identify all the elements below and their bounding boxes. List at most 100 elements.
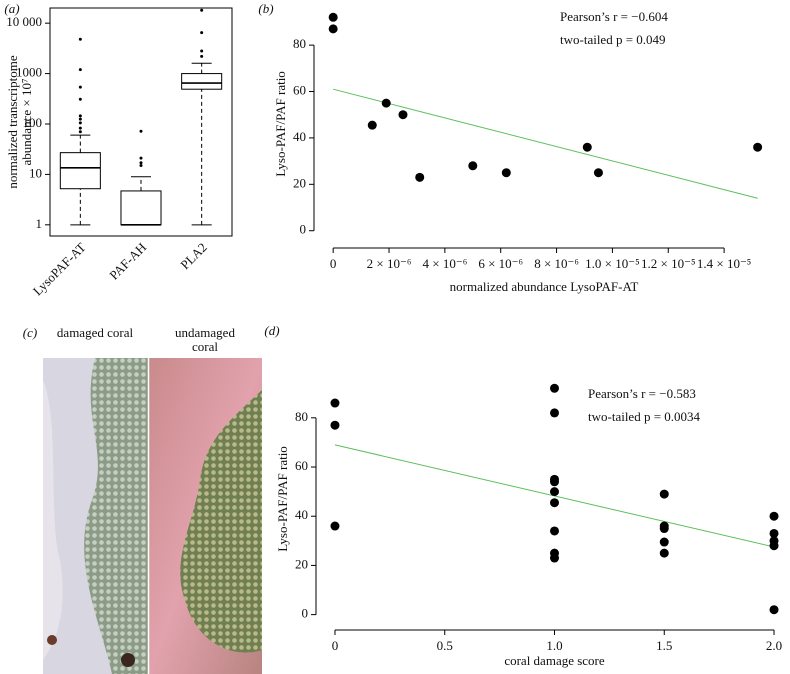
outlier (78, 85, 82, 89)
photo-caption-right: undamaged coral (175, 325, 235, 354)
outlier (139, 164, 143, 168)
outlier (78, 126, 82, 130)
coral-photo (43, 358, 262, 674)
x-tick-label: 1.2 × 10⁻⁵ (641, 256, 695, 271)
y-tick-label: 60 (295, 458, 308, 473)
y-tick-label: 60 (293, 83, 306, 98)
box (181, 73, 223, 90)
outlier (78, 97, 82, 101)
outlier (139, 161, 143, 165)
outlier (78, 130, 82, 134)
y-tick-label: 100 (23, 115, 43, 130)
point (550, 487, 559, 497)
point (582, 142, 592, 152)
box (59, 152, 101, 190)
point (550, 553, 559, 563)
y-tick-label: 80 (293, 36, 306, 51)
outlier (78, 117, 82, 121)
y-axis-label: Lyso-PAF/PAF ratio (273, 71, 288, 177)
x-tick-label: 2 × 10⁻⁶ (367, 256, 412, 271)
point (659, 524, 669, 534)
x-axis-label: coral damage score (504, 653, 605, 668)
panel-label: (a) (4, 1, 19, 16)
x-tick-label: 1.5 (656, 638, 672, 653)
outlier (200, 54, 204, 58)
point (659, 537, 669, 547)
y-tick-label: 40 (293, 129, 306, 144)
y-tick-label: 20 (295, 556, 308, 571)
outlier (200, 8, 204, 12)
y-axis-label: Lyso-PAF/PAF ratio (275, 446, 290, 552)
fit-line (333, 88, 758, 199)
outlier (200, 31, 204, 35)
x-tick-label: 1.0 × 10⁻⁵ (585, 256, 639, 271)
point (550, 408, 559, 418)
x-tick-label: 6 × 10⁻⁶ (478, 256, 523, 271)
x-tick-label: 8 × 10⁻⁶ (534, 256, 579, 271)
point (769, 528, 779, 538)
outlier (78, 68, 82, 72)
outlier (139, 129, 143, 133)
y-tick-label: 20 (293, 175, 306, 190)
outlier (78, 121, 82, 125)
point (769, 511, 779, 521)
y-tick-label: 0 (302, 606, 309, 621)
outlier (78, 37, 82, 41)
y-tick-label: 1 (36, 216, 43, 231)
point (328, 12, 338, 22)
point (415, 172, 425, 182)
point (659, 548, 669, 558)
outlier (200, 49, 204, 53)
point (659, 489, 669, 499)
panel-label: (d) (264, 323, 279, 338)
annotation: Pearson’s r = −0.604 (560, 9, 668, 24)
x-tick-label: PAF-AH (106, 240, 149, 283)
annotation: two-tailed p = 0.049 (560, 32, 666, 47)
photo-caption-left: damaged coral (56, 325, 134, 340)
point (398, 110, 408, 120)
x-tick-label: 1.0 (546, 638, 562, 653)
annotation: two-tailed p = 0.0034 (588, 409, 701, 424)
point (501, 168, 511, 178)
y-tick-label: 40 (295, 507, 308, 522)
y-tick-label: 1000 (16, 65, 42, 80)
box (120, 190, 162, 226)
point (468, 161, 478, 171)
point (550, 526, 559, 536)
outlier (139, 156, 143, 160)
point (328, 24, 338, 34)
x-tick-label: PLA2 (177, 240, 210, 273)
x-tick-label: 1.4 × 10⁻⁵ (697, 256, 751, 271)
point (769, 605, 779, 615)
x-tick-label: 0 (332, 638, 339, 653)
point (550, 477, 559, 487)
point (769, 541, 779, 551)
point (550, 498, 559, 508)
y-tick-label: 10 000 (6, 14, 42, 29)
y-tick-label: 80 (295, 409, 308, 424)
point (753, 142, 763, 152)
x-tick-label: 0.5 (437, 638, 453, 653)
y-axis-label: abundance × 10⁷ (19, 79, 34, 166)
x-tick-label: LysoPAF-AT (30, 240, 89, 299)
point (330, 420, 340, 430)
point (381, 98, 391, 108)
point (550, 383, 559, 393)
point (330, 521, 340, 531)
x-axis-label: normalized abundance LysoPAF-AT (450, 279, 639, 294)
point (330, 398, 340, 408)
point (593, 168, 603, 178)
x-tick-label: 4 × 10⁻⁶ (423, 256, 468, 271)
outlier (78, 114, 82, 118)
panel-label: (c) (22, 325, 38, 340)
y-tick-label: 10 (29, 165, 42, 180)
x-tick-label: 2.0 (766, 638, 782, 653)
x-tick-label: 0 (330, 256, 337, 271)
plot-frame (49, 7, 233, 237)
panel-label: (b) (258, 1, 273, 16)
y-axis-label: normalized transcriptome (5, 55, 20, 188)
annotation: Pearson’s r = −0.583 (588, 386, 696, 401)
y-tick-label: 0 (300, 222, 307, 237)
